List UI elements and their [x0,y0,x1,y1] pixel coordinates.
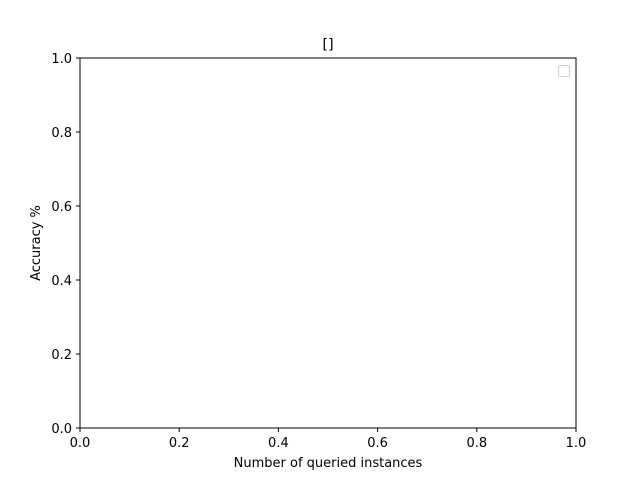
x-axis-label: Number of queried instances [234,456,423,471]
x-tick-label: 0.2 [169,436,190,451]
legend [558,65,570,77]
y-tick-label: 0.8 [51,126,72,141]
chart-title: [] [322,37,333,53]
x-axis-ticks: 0.0 0.2 0.4 0.6 0.8 1.0 [70,428,587,451]
y-tick-label: 0.2 [51,348,72,363]
plot-frame [79,57,577,429]
x-tick-label: 0.4 [268,436,289,451]
y-tick-label: 1.0 [51,52,72,67]
x-tick-label: 0.6 [367,436,388,451]
y-tick-label: 0.4 [51,274,72,289]
y-axis-label: Accuracy % [29,205,44,281]
y-tick-label: 0.6 [51,200,72,215]
x-tick-label: 0.8 [466,436,487,451]
y-axis-ticks: 0.0 0.2 0.4 0.6 0.8 1.0 [51,52,80,437]
x-tick-label: 0.0 [70,436,91,451]
y-tick-label: 0.0 [51,422,72,437]
legend-box [558,65,570,77]
plot-area [80,58,576,428]
x-tick-label: 1.0 [566,436,587,451]
